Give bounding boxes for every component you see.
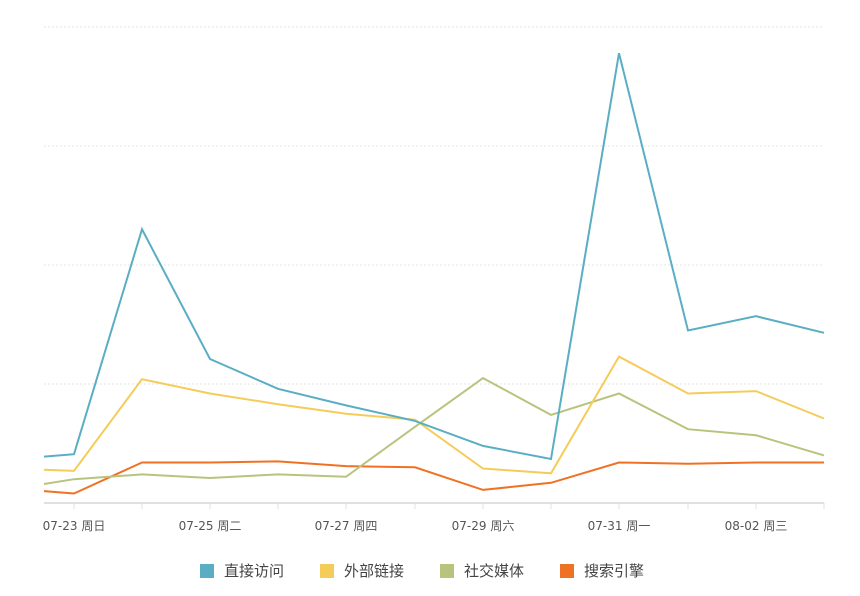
x-axis: 07-23 周日 07-25 周二 07-27 周四 07-29 周六 07-31 周一… xyxy=(43,502,825,533)
gridlines xyxy=(44,26,824,385)
series-line xyxy=(43,52,825,461)
legend-item-search[interactable]: 搜索引擎 xyxy=(560,560,644,581)
series-lines xyxy=(43,52,825,495)
legend-label: 社交媒体 xyxy=(464,562,525,580)
legend-item-direct[interactable]: 直接访问 xyxy=(200,560,284,581)
legend: 直接访问 外部链接 社交媒体 搜索引擎 xyxy=(200,560,644,581)
legend-item-external[interactable]: 外部链接 xyxy=(320,560,404,581)
x-tick-label: 07-31 周一 xyxy=(588,519,651,533)
x-tick-label: 07-25 周二 xyxy=(179,519,242,533)
x-tick-label: 08-02 周三 xyxy=(725,519,788,533)
x-tick-label: 07-27 周四 xyxy=(315,519,378,533)
legend-label: 外部链接 xyxy=(344,562,405,580)
series-line xyxy=(43,460,824,495)
legend-swatch-icon xyxy=(560,563,575,578)
legend-item-social[interactable]: 社交媒体 xyxy=(440,560,524,581)
series-line xyxy=(43,355,825,475)
legend-swatch-icon xyxy=(320,563,335,578)
legend-swatch-icon xyxy=(440,563,455,578)
x-tick-label: 07-23 周日 xyxy=(43,519,106,533)
legend-swatch-icon xyxy=(200,563,214,578)
legend-label: 搜索引擎 xyxy=(584,562,645,580)
legend-label: 直接访问 xyxy=(224,562,285,580)
series-line xyxy=(43,376,825,485)
x-tick-label: 07-29 周六 xyxy=(452,519,515,533)
